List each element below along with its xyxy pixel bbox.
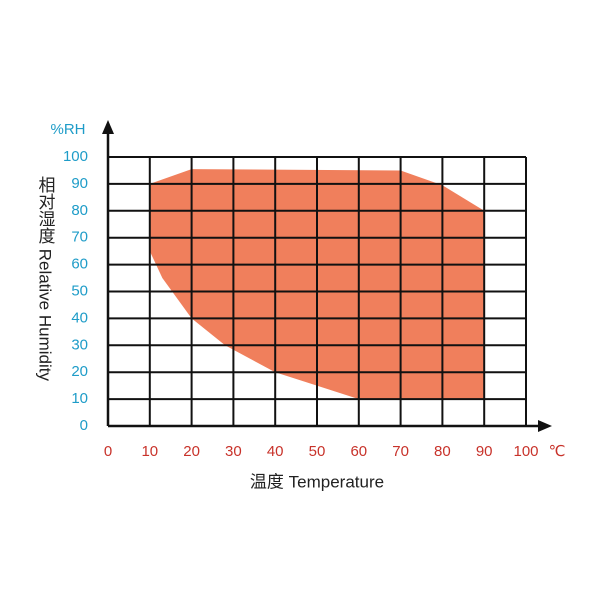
y-tick-label: 30: [71, 336, 88, 353]
x-tick-label: 20: [183, 443, 200, 460]
y-tick-label: 50: [71, 282, 88, 299]
x-tick-label: 50: [309, 443, 326, 460]
x-tick-label: 70: [392, 443, 409, 460]
y-tick-label: 0: [80, 417, 88, 434]
y-tick-label: 100: [63, 148, 88, 165]
x-axis-label: 温度 Temperature: [250, 472, 384, 491]
x-tick-label: 90: [476, 443, 493, 460]
x-tick-label: 0: [104, 443, 112, 460]
y-tick-label: 10: [71, 390, 88, 407]
x-axis-arrow: [538, 420, 552, 432]
y-unit: %RH: [50, 121, 85, 138]
x-tick-label: 60: [350, 443, 367, 460]
x-tick-label: 40: [267, 443, 284, 460]
x-tick-label: 10: [141, 443, 158, 460]
x-unit: ℃: [549, 443, 566, 460]
y-tick-label: 70: [71, 229, 88, 246]
y-axis-arrow: [102, 120, 114, 134]
y-tick-label: 80: [71, 202, 88, 219]
y-tick-label: 90: [71, 175, 88, 192]
x-tick-label: 30: [225, 443, 242, 460]
y-tick-label: 20: [71, 363, 88, 380]
x-tick-label: 80: [434, 443, 451, 460]
x-tick-label: 100: [513, 443, 538, 460]
y-tick-label: 60: [71, 256, 88, 273]
y-axis-label: 相对湿度 Relative Humidity: [36, 176, 56, 382]
y-tick-label: 40: [71, 309, 88, 326]
